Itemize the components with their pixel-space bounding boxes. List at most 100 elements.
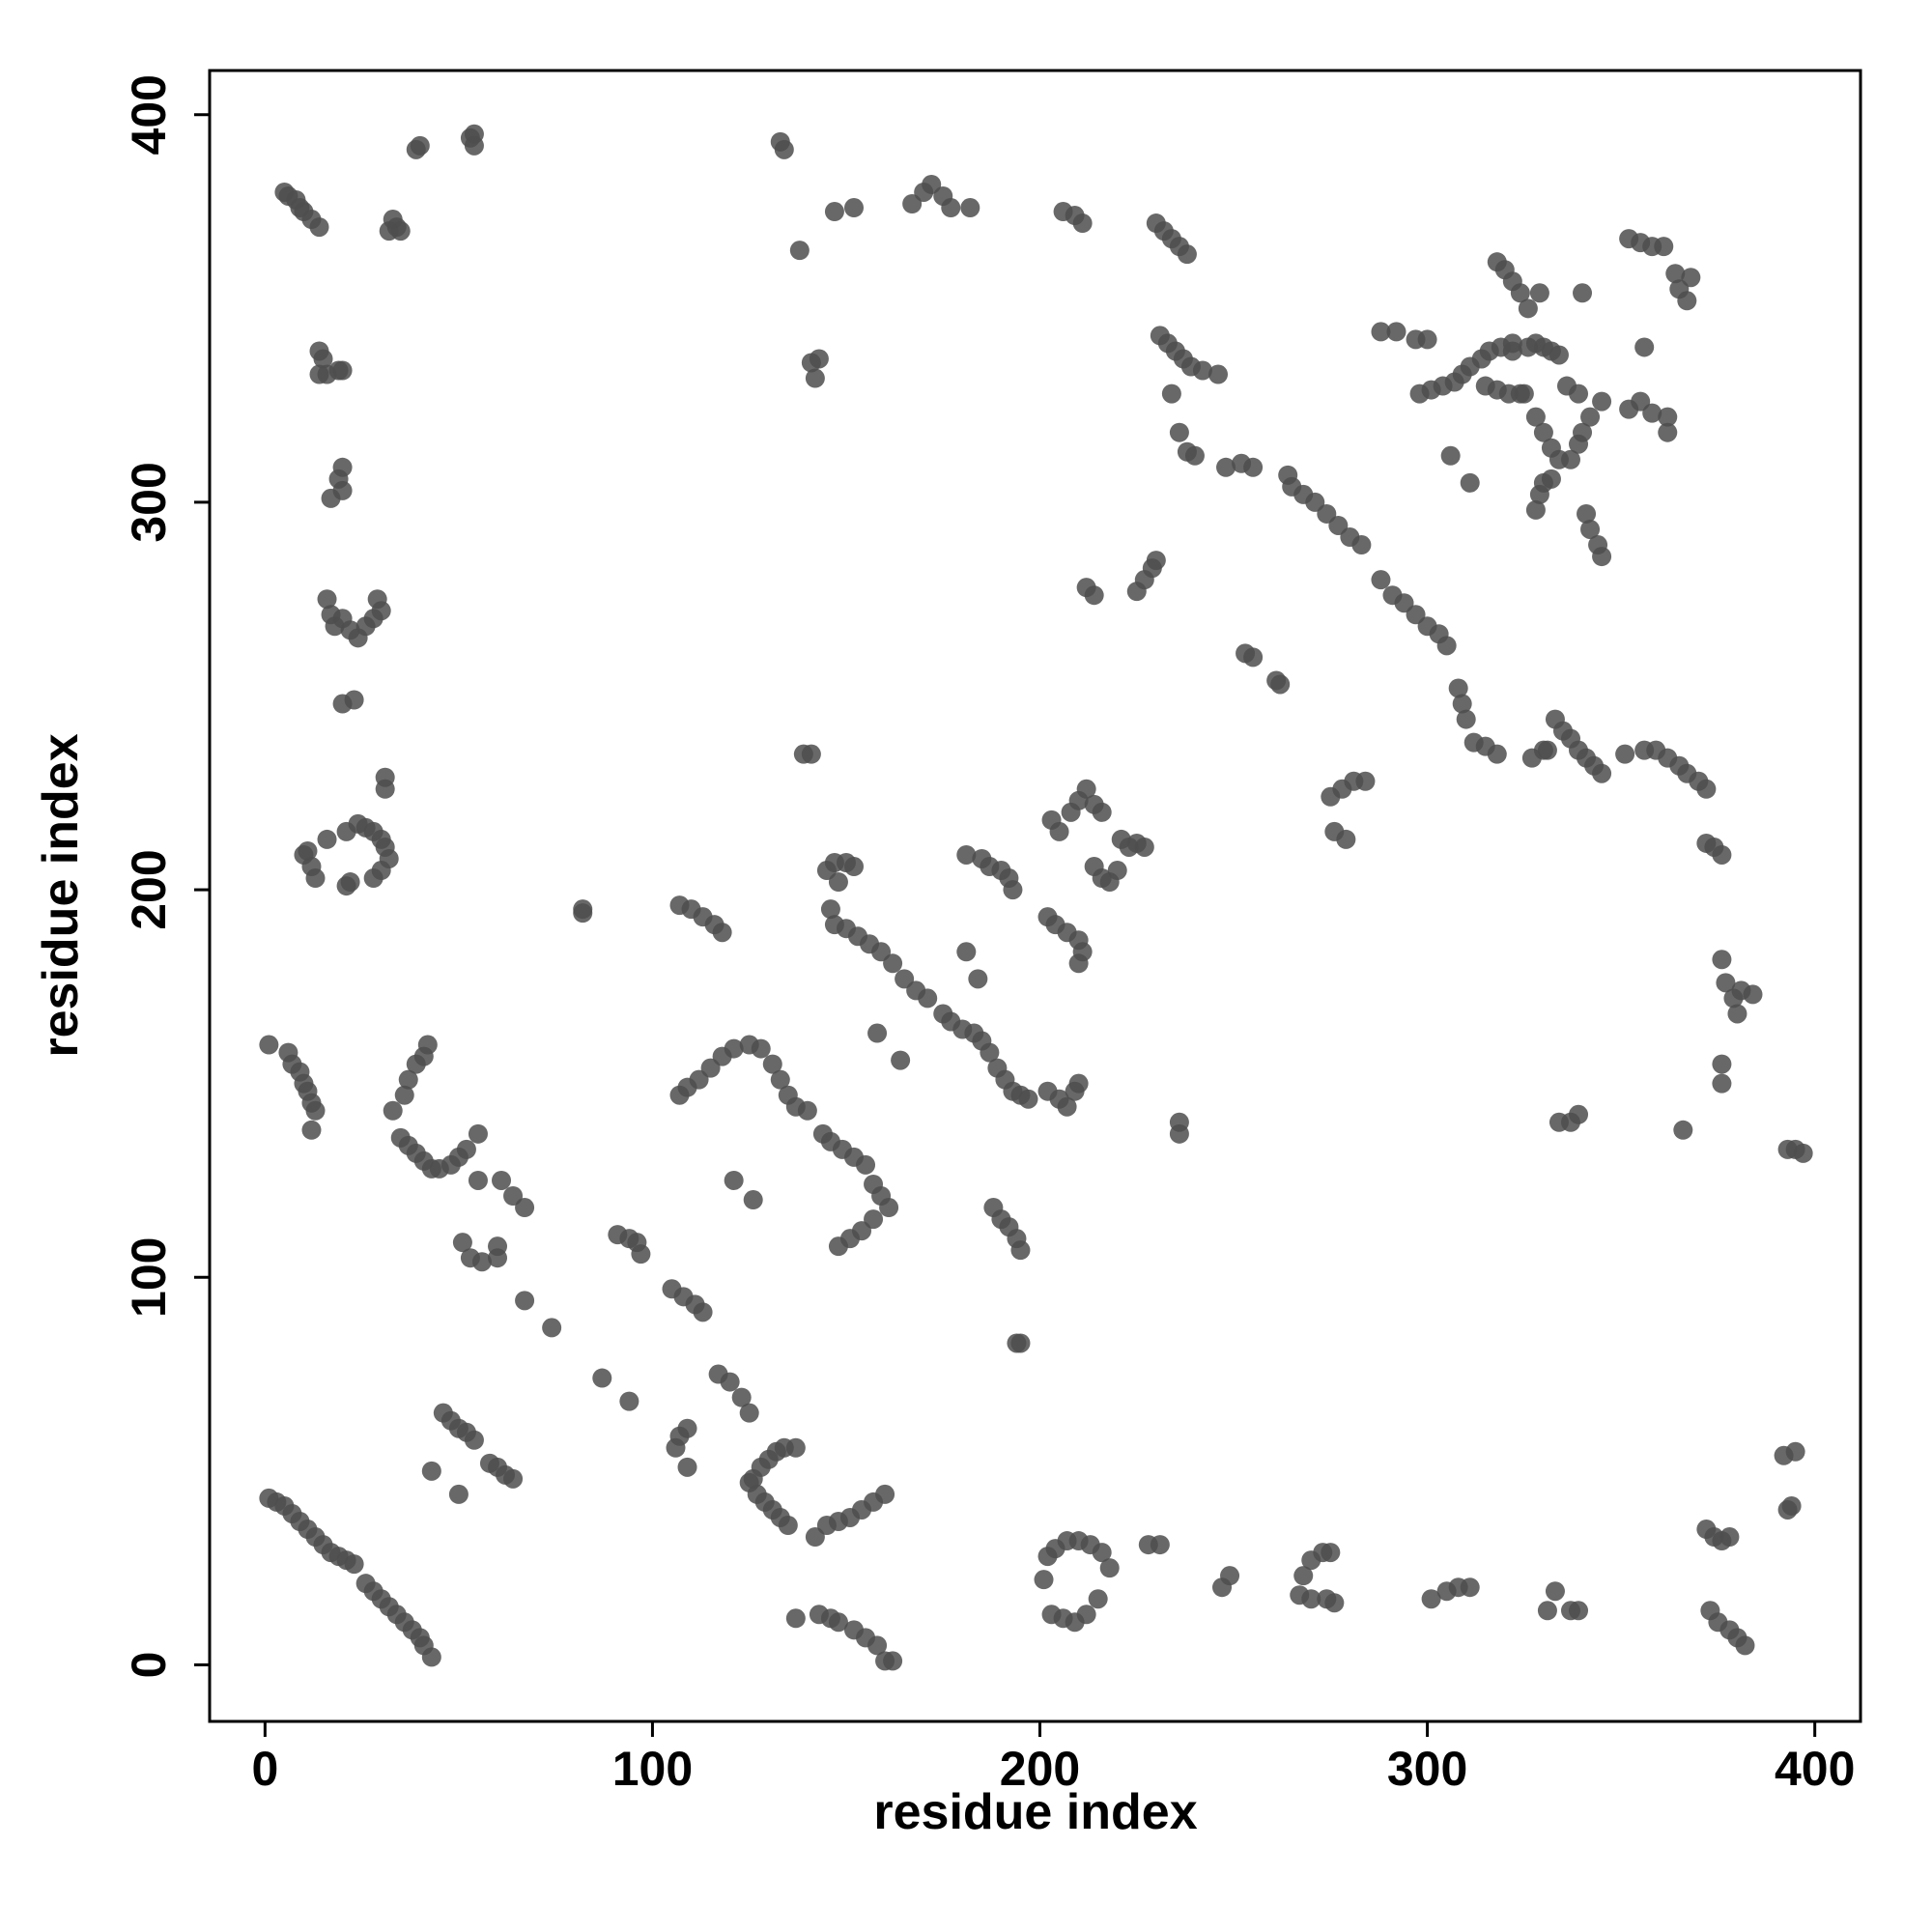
point <box>1673 1120 1693 1140</box>
point <box>1355 771 1376 791</box>
point <box>468 1170 488 1190</box>
point <box>1592 547 1612 567</box>
point <box>488 1236 508 1257</box>
point <box>1502 333 1522 354</box>
point <box>1018 1089 1038 1109</box>
point <box>259 1035 279 1055</box>
point <box>468 1123 488 1144</box>
point <box>1510 283 1530 303</box>
point <box>1634 337 1655 357</box>
point <box>778 1516 798 1536</box>
point <box>960 198 980 218</box>
point <box>1068 1073 1089 1094</box>
point <box>1658 422 1678 442</box>
point <box>515 1198 535 1218</box>
point <box>1569 1104 1589 1124</box>
point <box>805 368 825 388</box>
point <box>828 1612 848 1633</box>
point <box>774 139 794 159</box>
point <box>363 868 384 889</box>
y-axis-label: residue index <box>33 733 89 1057</box>
point <box>1533 740 1553 760</box>
point <box>471 1252 492 1272</box>
point <box>1580 407 1601 427</box>
point <box>417 1035 438 1055</box>
point <box>1592 391 1612 412</box>
y-tick-label: 300 <box>122 462 176 542</box>
point <box>492 1170 512 1190</box>
point <box>1719 1527 1740 1548</box>
point <box>867 1023 888 1043</box>
point <box>762 1054 782 1074</box>
point <box>1592 763 1612 783</box>
point <box>1041 1605 1062 1625</box>
point <box>1573 422 1593 442</box>
point <box>410 135 430 156</box>
point <box>1134 837 1154 857</box>
point <box>1556 376 1577 396</box>
y-tick-label: 0 <box>122 1652 176 1679</box>
point <box>1371 322 1391 342</box>
point <box>456 1139 476 1159</box>
point <box>1003 880 1023 900</box>
point <box>1569 1601 1589 1621</box>
point <box>1696 779 1717 799</box>
point <box>693 1302 713 1322</box>
point <box>1088 1589 1108 1609</box>
point <box>1537 1601 1557 1621</box>
point <box>332 457 353 477</box>
point <box>1518 337 1538 357</box>
point <box>631 1244 651 1264</box>
point <box>1034 1570 1054 1590</box>
point <box>1727 1004 1747 1024</box>
point <box>1099 1558 1120 1578</box>
point <box>1440 445 1461 466</box>
point <box>1169 1123 1189 1144</box>
point <box>785 1608 806 1629</box>
point <box>1386 322 1406 342</box>
point <box>918 988 938 1009</box>
point <box>371 601 391 621</box>
point <box>1654 237 1674 257</box>
point <box>1336 829 1356 849</box>
point <box>1448 678 1468 698</box>
point <box>1615 744 1635 764</box>
point <box>875 1484 895 1504</box>
point <box>421 1647 441 1667</box>
point <box>1712 844 1732 865</box>
point <box>809 349 829 369</box>
point <box>1580 519 1601 539</box>
point <box>1150 1535 1170 1555</box>
point <box>891 1050 911 1070</box>
point <box>956 844 977 865</box>
point <box>1243 457 1264 477</box>
point <box>573 899 593 920</box>
point <box>1169 422 1189 442</box>
point <box>619 1391 639 1411</box>
point <box>824 202 844 222</box>
point <box>731 1387 752 1407</box>
point <box>843 857 864 877</box>
x-tick-label: 0 <box>251 1742 278 1796</box>
x-tick-label: 100 <box>612 1742 693 1796</box>
point <box>398 1069 418 1090</box>
point <box>1010 1333 1031 1353</box>
point <box>1270 674 1291 695</box>
point <box>313 349 333 369</box>
point <box>1577 503 1597 524</box>
point <box>1324 1593 1345 1613</box>
point <box>785 1437 806 1458</box>
point <box>421 1461 441 1481</box>
point <box>1351 535 1372 555</box>
point <box>298 840 318 861</box>
point <box>542 1318 562 1338</box>
point <box>1456 709 1476 729</box>
point <box>1146 551 1166 571</box>
point <box>1712 1054 1732 1074</box>
point <box>1545 1581 1565 1602</box>
point <box>770 1069 790 1090</box>
point <box>1735 1635 1755 1656</box>
x-tick-label: 200 <box>1000 1742 1080 1796</box>
point <box>724 1170 744 1190</box>
point <box>515 1291 535 1311</box>
